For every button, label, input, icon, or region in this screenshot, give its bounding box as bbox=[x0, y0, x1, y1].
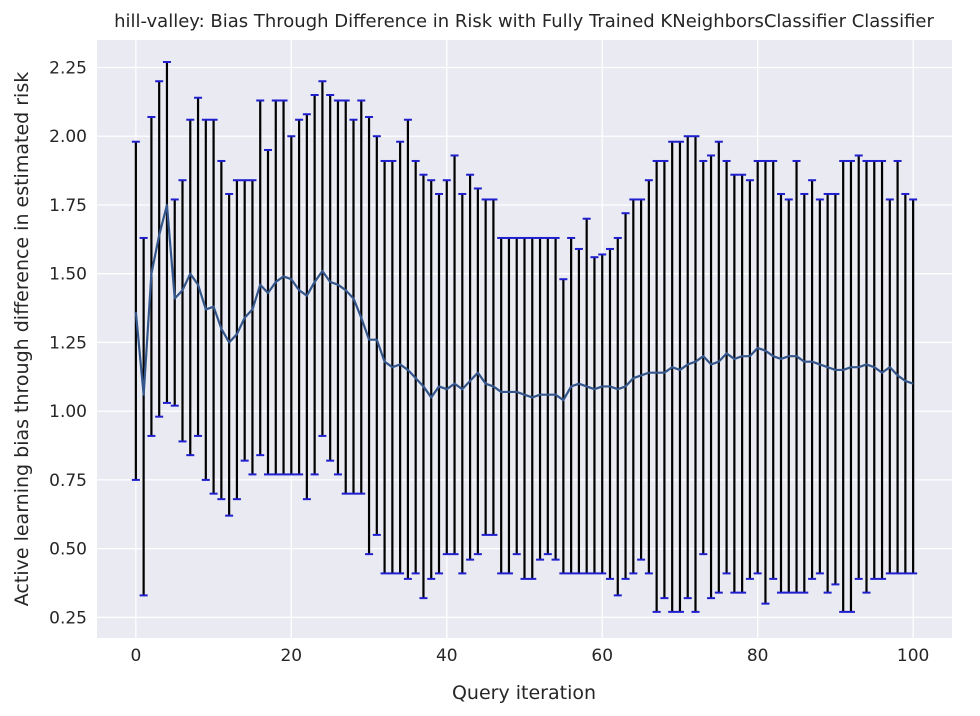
x-tick-label: 80 bbox=[747, 646, 769, 666]
y-tick-label: 2.25 bbox=[49, 58, 87, 78]
y-tick-label: 0.50 bbox=[49, 540, 87, 560]
y-tick-label: 0.25 bbox=[49, 608, 87, 628]
series-line bbox=[134, 203, 914, 402]
y-tick-label: 0.75 bbox=[49, 471, 87, 491]
y-tick-labels: 0.25 0.50 0.75 1.00 1.25 1.50 1.75 2.00 2.25 bbox=[49, 58, 87, 628]
x-tick-label: 60 bbox=[591, 646, 613, 666]
x-axis-label: Query iteration bbox=[452, 682, 596, 704]
y-tick-label: 1.50 bbox=[49, 265, 87, 285]
x-tick-label: 0 bbox=[130, 646, 141, 666]
y-tick-label: 2.00 bbox=[49, 127, 87, 147]
error-bars bbox=[131, 60, 918, 613]
series bbox=[134, 203, 914, 402]
chart-title: hill-valley: Bias Through Difference in … bbox=[114, 11, 934, 32]
x-tick-label: 40 bbox=[436, 646, 458, 666]
y-tick-label: 1.75 bbox=[49, 196, 87, 216]
x-tick-label: 20 bbox=[280, 646, 302, 666]
x-tick-labels: 0 20 40 60 80 100 bbox=[130, 646, 929, 666]
y-tick-label: 1.00 bbox=[49, 402, 87, 422]
x-tick-label: 100 bbox=[897, 646, 929, 666]
y-axis-label: Active learning bias through difference … bbox=[11, 72, 33, 606]
y-tick-label: 1.25 bbox=[49, 333, 87, 353]
